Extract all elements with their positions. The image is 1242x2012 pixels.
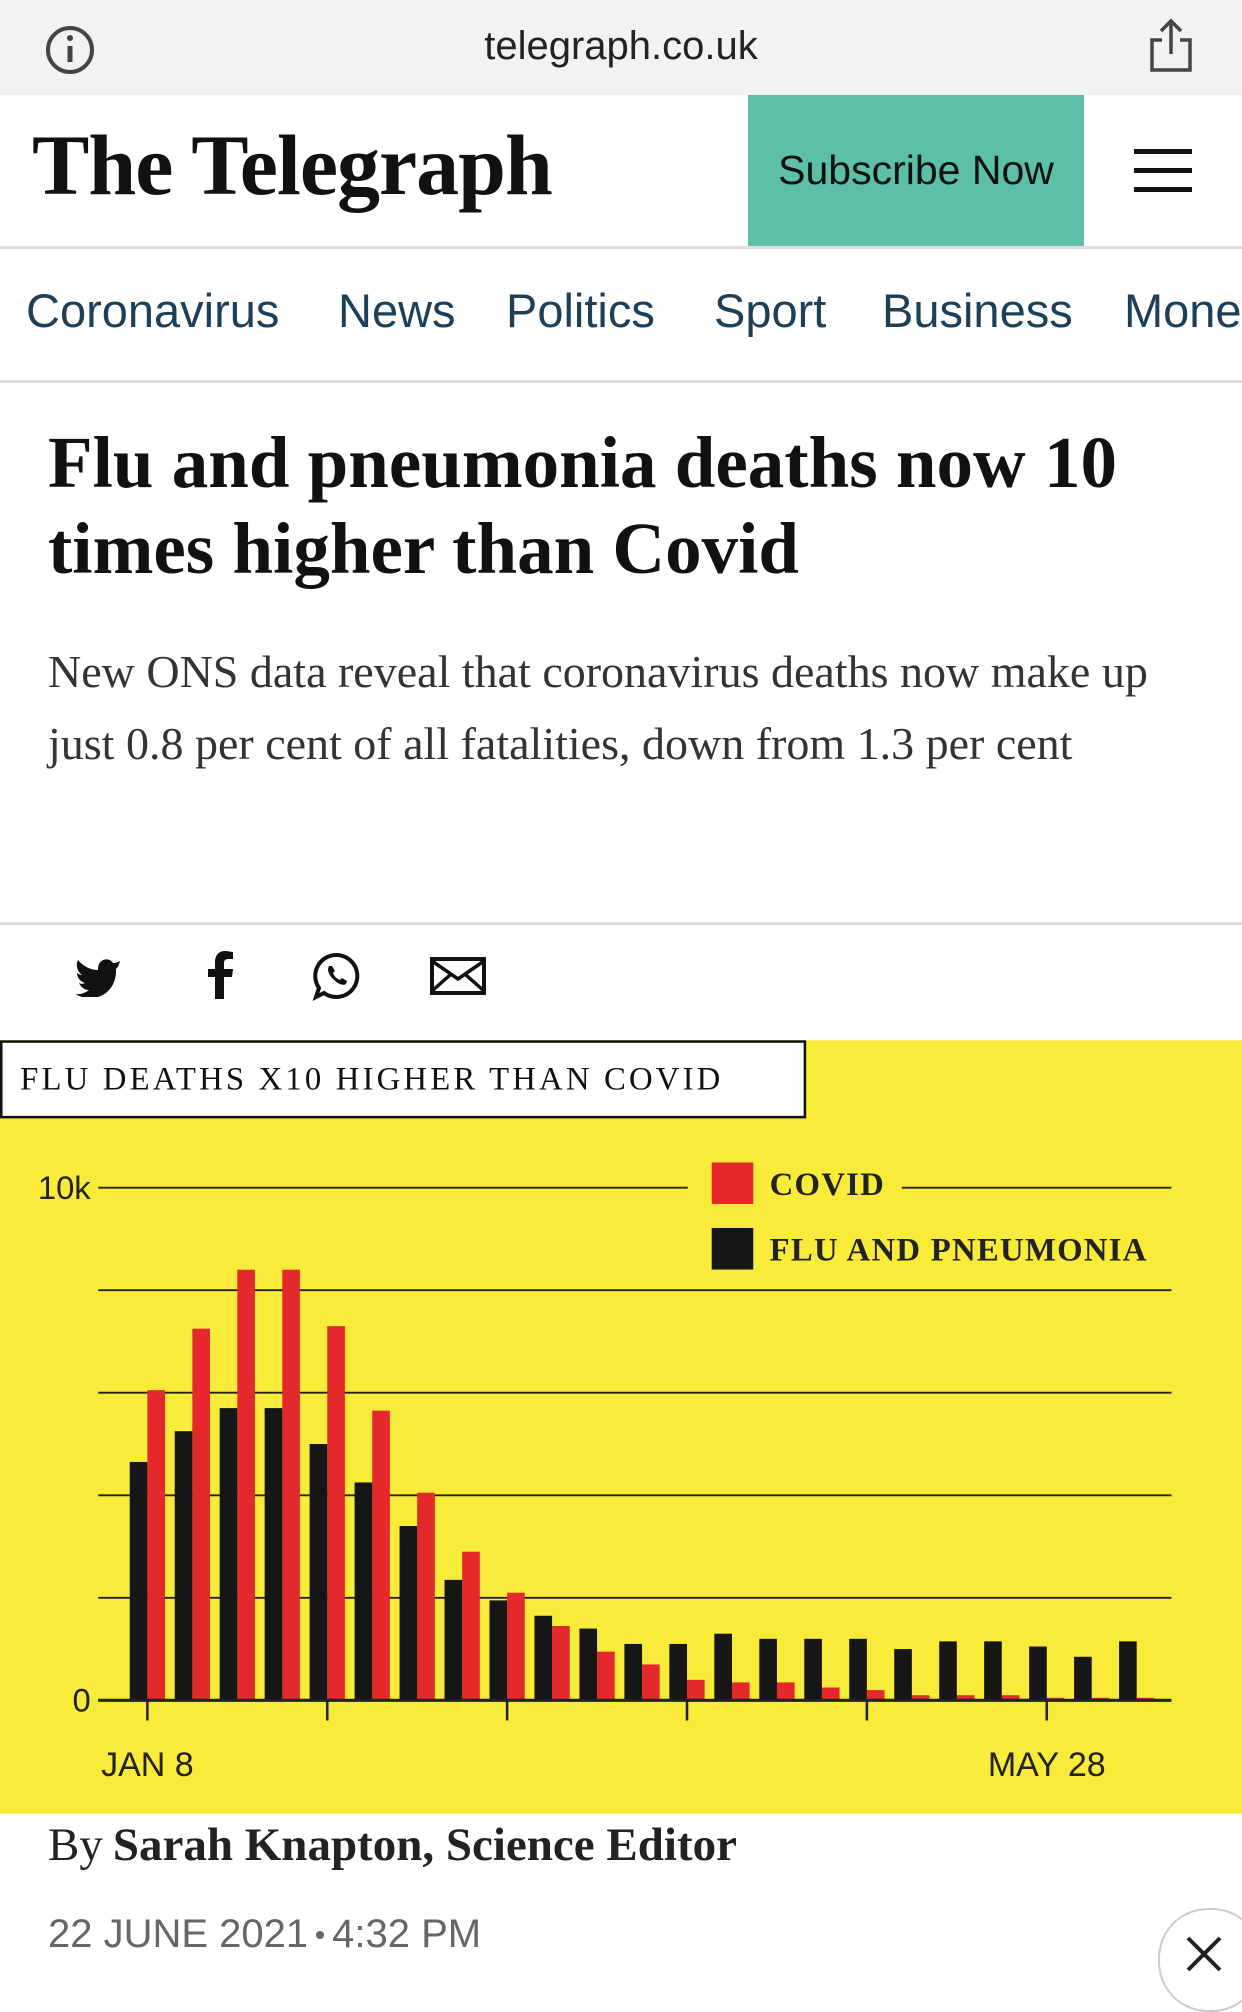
separator [316, 1931, 325, 1939]
bar [372, 1410, 390, 1701]
bar [866, 1690, 885, 1701]
bar [894, 1649, 912, 1701]
dateline: 22 JUNE 2021 4:32 PM [48, 1912, 481, 1957]
nav-link[interactable]: Business [882, 284, 1073, 337]
bar [147, 1390, 166, 1701]
bar [192, 1328, 210, 1701]
nav-link[interactable]: Politics [506, 284, 655, 337]
bar [327, 1326, 345, 1701]
standfirst: New ONS data reveal that coronavirus dea… [48, 646, 1148, 769]
author[interactable]: Sarah Knapton, Science Editor [112, 1819, 737, 1871]
bar [1001, 1695, 1020, 1701]
chart-title-box [0, 1040, 807, 1119]
url[interactable]: telegraph.co.uk [484, 24, 758, 68]
bar [759, 1638, 777, 1701]
bar [624, 1643, 643, 1701]
bar [687, 1679, 705, 1701]
facebook-icon[interactable] [204, 951, 234, 999]
close-icon [1186, 1936, 1222, 1972]
site-header: The Telegraph Subscribe Now [0, 95, 1242, 249]
x-tick-label: MAY 28 [988, 1746, 1106, 1784]
share-bar [0, 922, 1242, 1023]
menu-icon[interactable] [1132, 147, 1194, 195]
bar [849, 1638, 867, 1701]
bar [1119, 1641, 1137, 1701]
bar [282, 1269, 300, 1701]
y-tick-label: 10k [38, 1169, 91, 1206]
bar [444, 1579, 463, 1701]
email-icon[interactable] [430, 957, 486, 995]
bar [821, 1687, 840, 1701]
bar [309, 1444, 328, 1701]
bar [731, 1682, 750, 1701]
close-button[interactable] [1158, 1908, 1242, 2012]
nav-link[interactable]: Coronavirus [26, 284, 280, 337]
x-tick-label: JAN 8 [101, 1746, 194, 1784]
bar [642, 1664, 660, 1701]
bar [507, 1592, 525, 1701]
nav-link[interactable]: Money [1124, 284, 1242, 337]
bar [984, 1641, 1002, 1701]
bar [776, 1682, 795, 1701]
bar [1074, 1656, 1092, 1701]
legend-background [687, 1221, 1192, 1278]
date: 22 JUNE 2021 [48, 1912, 309, 1956]
y-tick-label: 0 [72, 1682, 90, 1719]
twitter-icon[interactable] [74, 955, 122, 997]
subscribe-button[interactable]: Subscribe Now [748, 95, 1084, 246]
bar [237, 1269, 255, 1701]
bar [264, 1408, 283, 1701]
time: 4:32 PM [332, 1912, 482, 1956]
nav-link[interactable]: News [338, 284, 456, 337]
bar [597, 1651, 615, 1701]
bar [669, 1643, 688, 1701]
bar [129, 1461, 148, 1701]
bar [489, 1600, 508, 1701]
byline-prefix: By [48, 1819, 103, 1871]
chart: 0 10k FLU DEATHS X10 HIGHER THAN COVID COVI… [0, 1040, 1242, 1814]
bar [911, 1695, 930, 1701]
whatsapp-icon[interactable] [312, 951, 362, 1001]
legend-label: COVID [770, 1167, 885, 1203]
chart-title: FLU DEATHS X10 HIGHER THAN COVID [20, 1061, 723, 1097]
legend-swatch [711, 1162, 754, 1205]
legend-swatch [711, 1227, 754, 1270]
bar [417, 1492, 435, 1701]
bar [174, 1431, 193, 1701]
share-icon[interactable] [1146, 18, 1196, 74]
legend-label: FLU AND PNEUMONIA [770, 1233, 1148, 1269]
bar [804, 1638, 822, 1701]
section-nav: Coronavirus News Politics Sport Business Mone… [0, 249, 1242, 383]
byline: By Sarah Knapton, Science Editor [48, 1818, 737, 1872]
bar [956, 1695, 975, 1701]
bar [354, 1482, 373, 1701]
bar [939, 1641, 957, 1701]
headline: Flu and pneumonia deaths now 10 times hi… [48, 422, 1117, 589]
nav-link[interactable]: Sport [714, 284, 827, 337]
bar [714, 1633, 732, 1701]
bar [552, 1626, 570, 1701]
browser-bar: telegraph.co.uk [0, 0, 1242, 95]
bar [219, 1408, 238, 1701]
bar [534, 1615, 553, 1701]
bar [399, 1526, 418, 1701]
bar [579, 1628, 598, 1701]
bar [1029, 1646, 1047, 1701]
info-icon[interactable] [44, 24, 96, 76]
bar [462, 1551, 480, 1701]
logo[interactable]: The Telegraph [32, 117, 553, 213]
